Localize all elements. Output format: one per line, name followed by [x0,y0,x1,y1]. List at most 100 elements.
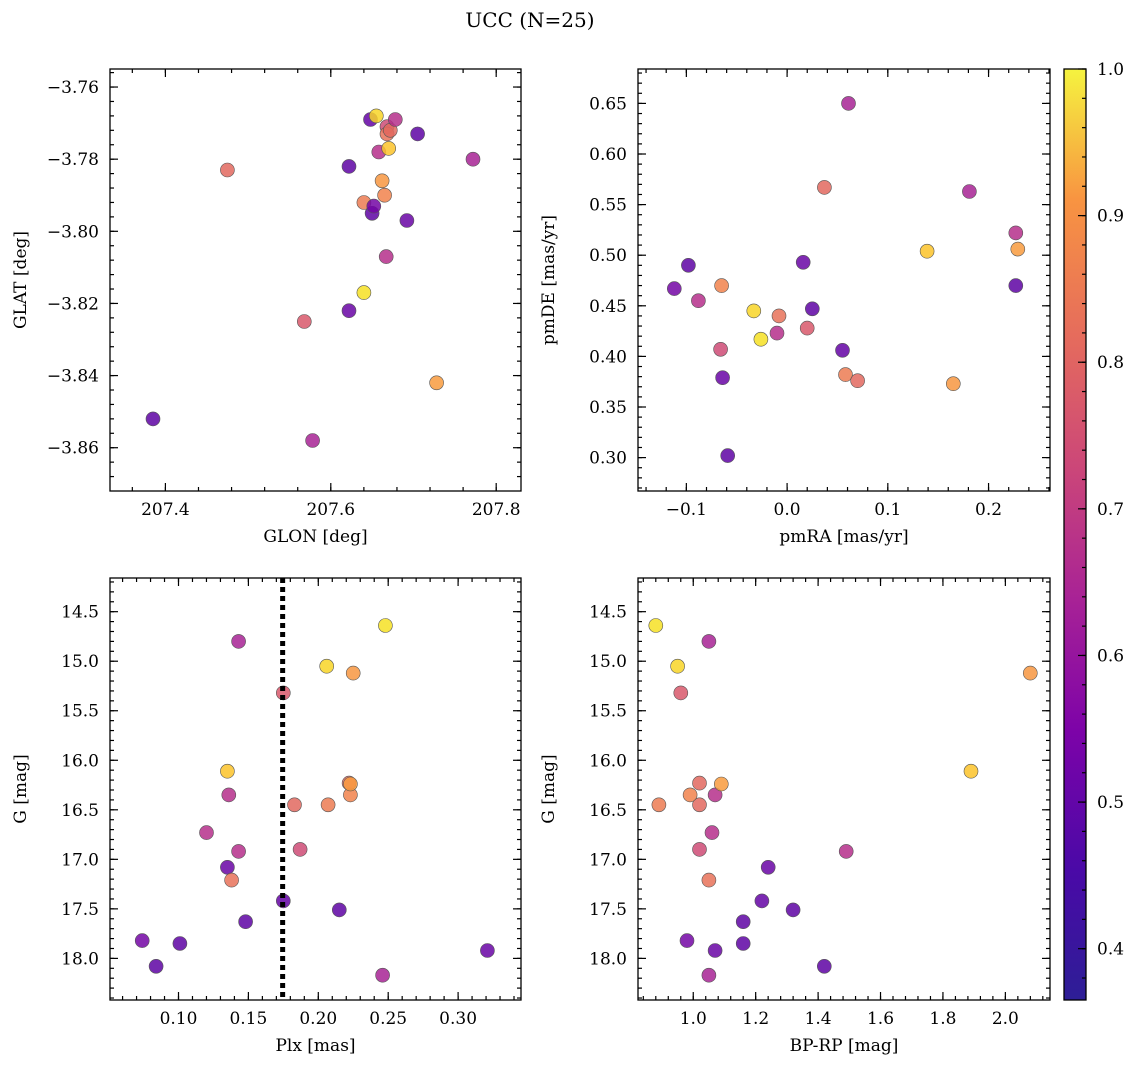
x-tick-label: 0.0 [774,500,801,520]
data-point [134,933,150,948]
x-tick-label: 0.2 [975,500,1002,520]
data-point [673,685,689,701]
data-point [356,285,372,300]
data-point [713,776,729,792]
x-axis-label: BP-RP [mag] [790,1036,899,1056]
data-point [692,775,707,791]
data-point [720,448,736,463]
data-point [785,902,801,918]
data-point [378,618,393,633]
data-point [341,303,357,319]
data-point [963,763,979,779]
data-point [681,257,696,273]
data-point [231,844,246,859]
data-point [381,141,397,156]
data-point [231,634,246,649]
x-tick-label: 0.30 [439,1009,477,1029]
y-tick-label: 15.5 [589,702,627,722]
data-point [835,342,850,358]
data-point [753,331,769,347]
data-point [387,112,403,127]
data-point [714,278,729,293]
data-point [692,797,707,813]
data-point [480,943,495,958]
y-axis-label: G [mag] [539,754,559,823]
panel-3: 0.10 0.15 0.20 0.25 0.30 14.5 15.0 15.5 16.0 16.5… [11,577,522,1056]
colorbar-tick-label: 0.9 [1097,207,1124,227]
y-tick-label: 0.35 [589,398,627,418]
data-point [1010,241,1026,257]
x-axis-label: GLON [deg] [263,527,367,547]
data-point [804,301,820,317]
data-point [1023,665,1038,681]
data-point [343,776,358,792]
data-point [377,187,392,203]
x-tick-label: 2.0 [992,1009,1019,1029]
data-point [651,797,667,813]
data-point [704,825,720,840]
y-tick-label: 17.5 [61,900,99,920]
data-point [771,308,787,324]
data-point [292,842,308,857]
x-tick-label: −0.1 [666,500,707,520]
y-tick-label: 18.0 [61,949,99,969]
data-point [817,180,832,195]
x-tick-label: 1.8 [929,1009,956,1029]
data-point [713,341,728,357]
y-tick-label: 16.5 [589,801,627,821]
colorbar-frame [1063,68,1087,1001]
colorbar-tick-label: 0.7 [1097,500,1124,520]
data-point [374,173,390,189]
data-point [962,184,977,199]
colorbar-tick-label: 0.8 [1097,353,1124,373]
plot-frame [637,68,1051,492]
data-point [735,936,751,951]
data-point [666,281,682,296]
data-point [919,243,935,259]
y-tick-label: 15.0 [589,652,627,672]
data-point [465,151,481,167]
y-tick-label: 18.0 [589,949,627,969]
data-point [410,126,425,142]
y-tick-label: −3.84 [47,367,99,387]
data-point [850,373,865,389]
x-axis-label: Plx [mas] [275,1036,355,1056]
y-tick-label: 14.5 [589,603,627,623]
data-point [305,433,320,448]
data-point [224,872,239,888]
data-point [378,249,394,264]
panel-1: 207.4 207.6 207.8 −3.76 −3.78 −3.80 −3.82 −3.84… [11,68,522,547]
data-point [287,797,302,813]
colorbar-tick-label: 0.5 [1097,793,1124,813]
figure-title: UCC (N=25) [465,8,594,32]
y-tick-label: 16.0 [589,751,627,771]
data-point [220,763,235,779]
y-tick-label: 16.0 [61,751,99,771]
panel-2: −0.1 0.0 0.1 0.2 0.30 0.35 0.40 0.45 0.50 0.55 0.6… [539,68,1051,547]
x-tick-label: 207.8 [472,500,521,520]
data-point [799,320,815,336]
y-tick-label: 0.60 [589,145,627,165]
y-tick-label: 15.5 [61,702,99,722]
plot-frame [637,577,1051,1001]
colorbar-tick-label: 1.0 [1097,60,1124,80]
data-point [238,914,253,930]
data-point [682,787,698,803]
y-tick-label: −3.80 [47,222,99,242]
data-point [707,943,723,958]
x-tick-label: 207.4 [141,500,190,520]
y-tick-label: 14.5 [61,603,99,623]
x-tick-label: 1.0 [680,1009,707,1029]
y-tick-label: 0.30 [589,449,627,469]
y-axis-label: G [mag] [11,754,31,823]
plot-frame [109,68,522,492]
x-tick-label: 1.2 [742,1009,769,1029]
y-tick-label: 0.65 [589,94,627,114]
x-tick-label: 0.20 [299,1009,337,1029]
y-tick-label: 17.5 [589,900,627,920]
data-point [375,967,390,983]
colorbar-tick-label: 0.4 [1097,940,1124,960]
x-tick-label: 1.4 [805,1009,832,1029]
data-point [366,198,382,214]
data-point [319,658,335,674]
